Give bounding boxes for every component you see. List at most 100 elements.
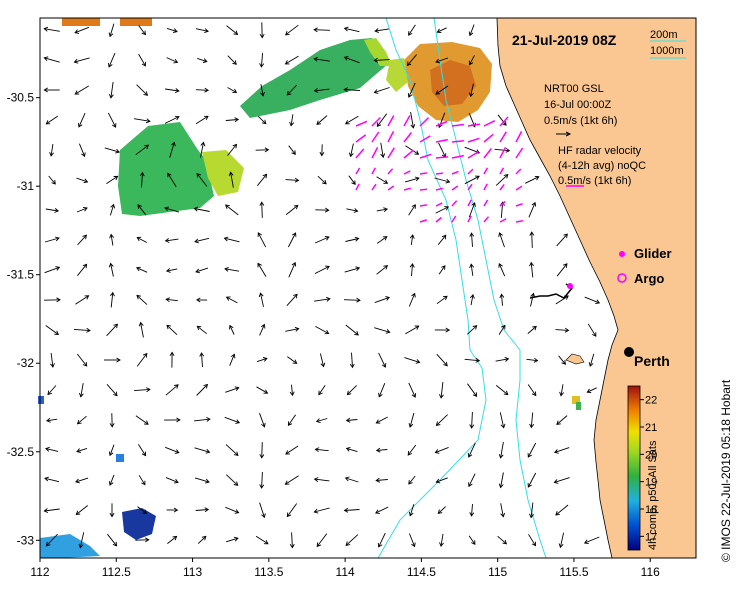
legend-1000m: 1000m	[650, 45, 684, 57]
current-arrow-head	[113, 391, 118, 397]
current-arrow	[464, 175, 480, 185]
current-arrow-head	[261, 422, 266, 428]
current-arrow	[436, 353, 448, 367]
current-arrow-head	[54, 236, 60, 242]
current-arrow-head	[43, 508, 49, 514]
current-arrow-head	[257, 232, 262, 237]
current-arrow	[527, 472, 537, 488]
current-arrow-head	[325, 265, 330, 271]
current-arrow-head	[232, 60, 237, 65]
current-arrow-head	[55, 266, 61, 271]
current-arrow-head	[54, 330, 60, 336]
current-arrow-head	[586, 388, 592, 394]
sst-patch-topleft	[62, 18, 100, 26]
current-arrow-head	[407, 93, 413, 98]
current-arrow	[44, 237, 60, 243]
radar-arrow	[387, 168, 394, 175]
current-arrow	[165, 88, 179, 92]
x-tick-label: 115	[488, 565, 507, 579]
current-arrow-head	[346, 390, 352, 396]
current-arrow-head	[558, 543, 564, 549]
current-arrow	[164, 116, 180, 124]
current-arrow-head	[45, 120, 51, 125]
current-arrow-head	[407, 450, 413, 456]
current-arrow-head	[291, 232, 297, 237]
current-arrow	[76, 207, 88, 213]
radar-arrow	[499, 131, 507, 143]
current-arrow-head	[343, 507, 349, 513]
current-arrow-head	[136, 294, 141, 300]
current-arrow	[554, 477, 570, 483]
current-arrow	[75, 295, 89, 305]
current-arrow-head	[204, 28, 209, 34]
radar-arrow	[371, 147, 379, 159]
current-arrow	[224, 416, 240, 424]
current-arrow	[44, 508, 60, 512]
current-arrow	[469, 55, 475, 65]
current-arrow-head	[291, 150, 296, 155]
current-arrow-head	[136, 236, 142, 242]
current-arrow	[46, 533, 58, 547]
current-arrow-head	[529, 261, 534, 267]
current-arrow	[169, 142, 175, 158]
current-arrow-head	[234, 386, 240, 391]
x-axis: 112 112.5 113 113.5 114 114.5 115 115.5 116	[30, 558, 660, 579]
current-arrow	[376, 113, 388, 127]
current-arrow-head	[204, 87, 209, 93]
current-arrow-head	[324, 207, 330, 213]
current-arrow	[285, 475, 299, 485]
current-arrow	[468, 535, 476, 545]
current-arrow	[138, 53, 146, 67]
current-arrow	[587, 323, 597, 337]
current-arrow	[110, 292, 114, 308]
current-arrow	[227, 87, 237, 93]
current-arrow	[260, 53, 264, 67]
current-arrow-head	[172, 535, 178, 541]
y-tick-label: -32.5	[7, 445, 35, 459]
y-tick-label: -31	[17, 179, 35, 193]
radar-arrow	[371, 167, 376, 175]
current-arrow-head	[313, 88, 319, 93]
current-arrow	[530, 502, 534, 518]
current-arrow	[196, 384, 208, 396]
current-arrow	[434, 177, 450, 183]
current-arrow	[138, 25, 146, 35]
radar-vectors	[355, 115, 524, 223]
current-arrow-head	[531, 541, 536, 547]
current-arrow	[470, 264, 474, 276]
colorbar-tick-label: 18	[645, 504, 657, 516]
current-arrow-head	[74, 90, 80, 95]
radar-arrow	[371, 116, 381, 127]
current-arrow-head	[439, 542, 444, 547]
y-tick-label: -30.5	[7, 91, 35, 105]
current-arrow	[348, 175, 356, 185]
current-arrow-head	[230, 353, 236, 359]
current-arrow-head	[141, 480, 146, 486]
current-arrow-head	[313, 477, 319, 482]
current-arrow-head	[315, 418, 321, 424]
current-arrow-head	[530, 292, 536, 298]
current-arrow	[50, 352, 54, 368]
current-arrow-head	[144, 537, 150, 543]
current-arrow	[314, 507, 330, 513]
current-arrow-head	[171, 141, 176, 147]
current-arrow-head	[204, 507, 210, 513]
current-arrow	[374, 327, 390, 333]
current-arrow	[109, 474, 115, 486]
current-arrow-head	[467, 452, 473, 458]
current-arrow	[471, 233, 473, 247]
colorbar-label: 4h comp, p50, All Sats	[647, 440, 659, 550]
x-tick-label: 113.5	[254, 565, 283, 579]
current-arrow-head	[564, 327, 570, 333]
argo-legend-label: Argo	[634, 271, 664, 286]
sst-patch-cold-fringe	[40, 534, 100, 558]
current-arrow	[471, 411, 473, 429]
current-arrow	[225, 387, 239, 393]
current-arrow-head	[263, 539, 269, 545]
radar-arrow	[467, 151, 479, 159]
current-arrow	[136, 295, 148, 305]
current-arrow-head	[136, 266, 141, 272]
current-arrow	[498, 263, 506, 277]
current-arrow-head	[313, 508, 319, 514]
current-arrow-head	[86, 327, 91, 333]
